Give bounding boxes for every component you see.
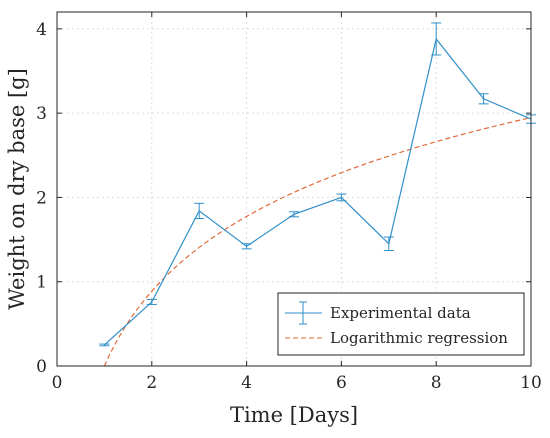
y-axis-title: Weight on dry base [g] [5, 68, 29, 310]
y-tick-label: 0 [36, 357, 47, 377]
legend: Experimental data Logarithmic regression [277, 292, 525, 356]
regression-series [103, 116, 532, 367]
legend-item-regression: Logarithmic regression [285, 329, 508, 347]
y-tick-label: 1 [36, 273, 47, 293]
y-tick-label: 2 [36, 188, 47, 208]
y-axis-ticks: 0 1 2 3 4 [36, 20, 531, 377]
x-tick-label: 0 [52, 373, 63, 393]
x-tick-label: 6 [336, 373, 347, 393]
legend-item-experimental: Experimental data [285, 301, 471, 325]
legend-label-experimental: Experimental data [330, 304, 471, 322]
x-tick-label: 8 [431, 373, 442, 393]
x-axis-ticks: 0 2 4 6 8 10 [52, 12, 542, 393]
x-tick-label: 10 [520, 373, 542, 393]
legend-label-regression: Logarithmic regression [330, 329, 508, 347]
legend-box [277, 292, 525, 356]
plot-frame [56, 11, 532, 367]
x-axis-title: Time [Days] [230, 403, 358, 427]
x-tick-label: 2 [146, 373, 157, 393]
x-tick-label: 4 [241, 373, 252, 393]
y-tick-label: 4 [36, 20, 47, 40]
y-tick-label: 3 [36, 104, 47, 124]
experimental-series [99, 22, 536, 347]
experimental-line [103, 37, 532, 346]
regression-curve [103, 116, 532, 367]
